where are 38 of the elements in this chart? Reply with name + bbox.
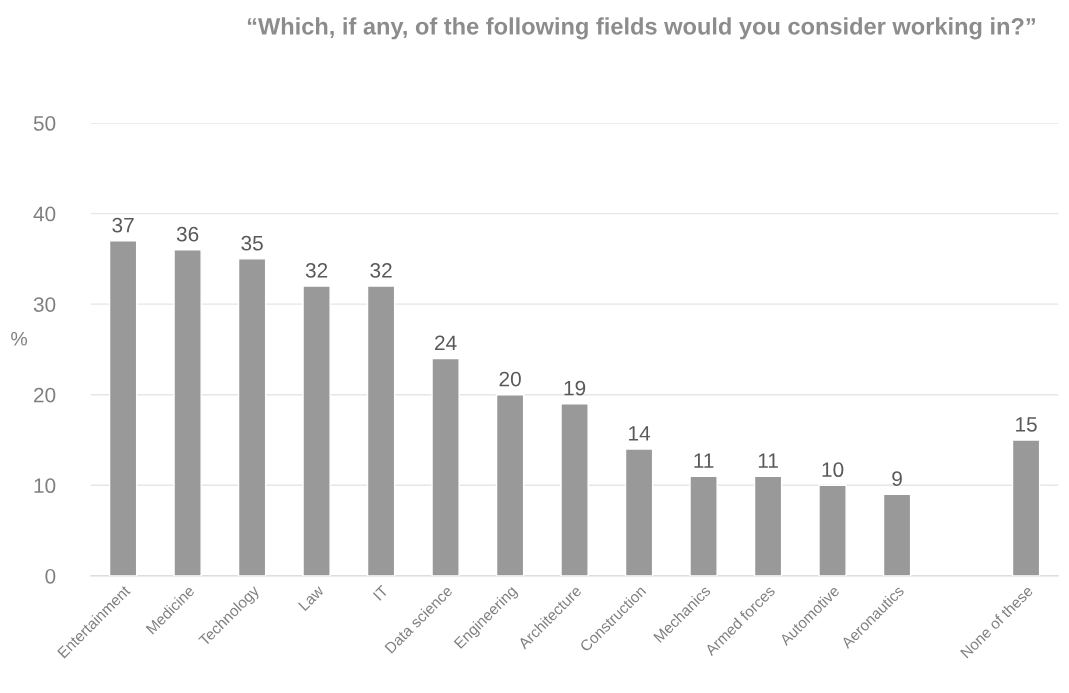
y-tick-label: 20 [34,387,56,403]
bar [237,258,267,576]
data-label: 9 [892,471,902,487]
bar [818,484,847,576]
bar [882,493,912,576]
bar [108,240,138,576]
y-tick-label: 0 [45,568,56,584]
data-label: 11 [694,453,714,468]
bar [495,394,525,576]
x-tick-label: Law [298,584,325,612]
data-label: 24 [435,335,457,351]
data-label: 37 [112,217,134,233]
data-label: 19 [564,380,586,396]
data-label: 35 [241,235,263,251]
bar [173,249,202,576]
data-label: 20 [499,371,521,387]
bar [560,403,589,576]
y-tick-label: 50 [33,116,56,131]
bar [1011,439,1041,576]
data-label: 11 [758,453,778,468]
data-label: 15 [1016,417,1037,432]
y-axis-title: % [11,331,28,346]
data-label: 32 [305,263,328,278]
bar [431,357,460,576]
bar [366,285,396,576]
data-label: 32 [370,263,392,278]
chart-title: “Which, if any, of the following fields would you consider working in?” [247,17,1035,40]
y-tick-label: 30 [33,297,56,312]
bar [624,448,654,576]
bar [753,475,783,576]
y-tick-label: 10 [34,478,56,494]
data-label: 14 [629,426,651,441]
bar [302,285,331,576]
bar [689,475,718,576]
data-label: 36 [176,226,199,242]
x-tick-label: IT [372,584,389,601]
data-label: 10 [822,462,844,478]
y-tick-label: 40 [33,206,56,222]
